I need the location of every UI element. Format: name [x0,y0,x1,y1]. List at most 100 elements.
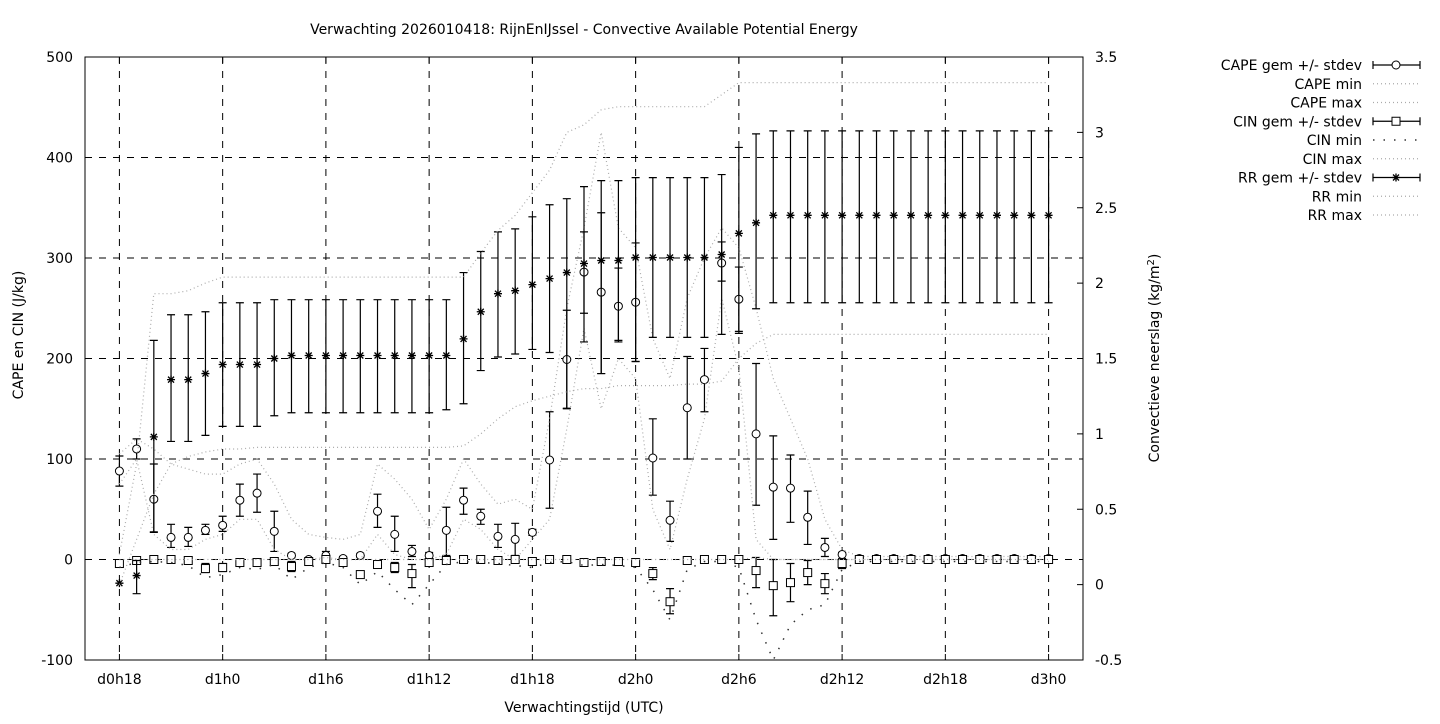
series-layer [114,81,1054,662]
star-marker-path [717,250,726,259]
error-bar [803,130,812,304]
square-marker [373,560,383,570]
legend-entry: RR gem +/- stdev [1238,171,1421,187]
star-marker-path [167,375,176,384]
error-bar [149,555,159,564]
error-bar [683,177,692,338]
star-marker [803,211,812,220]
error-bar [253,302,262,427]
star-marker-path [769,211,778,220]
star-marker-path [545,274,554,283]
star-marker [872,211,881,220]
star-marker-path [838,211,847,220]
legend-entry: CIN min [1307,133,1420,149]
circle-marker [510,534,520,544]
square-marker [940,555,950,564]
circle-marker [682,403,692,413]
circle-marker [803,512,813,522]
legend-label: CAPE max [1290,96,1362,112]
circle-marker [286,550,296,560]
star-marker [992,211,1001,220]
square-marker [355,570,365,580]
legend-entry: CAPE max [1290,96,1420,112]
square-marker [218,563,228,573]
series-cape-min [118,298,1049,561]
square-marker [596,557,606,567]
square-marker [527,557,537,567]
error-bar [699,555,709,564]
circle-marker [390,529,400,539]
star-marker-path [528,280,537,289]
error-bar [682,556,692,566]
y-tick-label: -100 [41,653,73,669]
x-tick-label: d2h6 [721,672,757,688]
circle-marker [269,526,279,536]
legend-entry: CIN max [1303,152,1420,168]
square-marker [631,558,641,568]
star-marker [321,351,330,360]
star-marker-path [734,229,743,238]
error-bar [218,302,227,427]
error-bar [459,487,469,515]
error-bar [752,133,761,310]
square-marker [699,555,709,564]
star-marker [958,211,967,220]
star-marker [631,253,640,262]
star-marker [924,211,933,220]
error-bar [115,579,124,588]
star-marker [235,360,244,369]
error-bar [820,572,830,595]
star-marker [717,250,726,259]
square-marker [321,555,331,564]
error-bar [493,231,502,358]
legend-label: RR max [1308,208,1362,224]
circle-marker [545,455,555,465]
star-marker [614,256,623,265]
star-marker [218,360,227,369]
square-marker [304,557,314,567]
y2-tick-label: 0.5 [1095,502,1117,518]
star-marker-path [321,351,330,360]
square-marker [390,563,400,573]
error-bar [940,555,950,564]
square-marker [717,555,727,564]
star-marker [683,253,692,262]
error-bar [785,562,795,603]
error-bar [390,515,400,553]
series-line [119,560,1049,662]
series-cin-max [119,556,1049,561]
star-marker-path [666,253,675,262]
star-marker-path [493,289,502,298]
square-marker [906,555,916,564]
star-marker-path [855,211,864,220]
star-marker [167,375,176,384]
star-marker-path [270,354,279,363]
circle-marker [820,542,830,552]
error-bar [648,418,658,496]
star-marker-path [459,334,468,343]
error-bar [304,299,313,414]
error-bar [442,299,451,411]
error-bar [666,177,675,338]
error-bar [286,560,296,573]
circle-marker [476,511,486,521]
y2-tick-label: 0 [1095,578,1104,594]
error-bar [424,558,434,568]
y2-tick-label: 2.5 [1095,201,1117,217]
error-bar [734,555,744,564]
star-marker-path [1027,211,1036,220]
star-marker-path [511,286,520,295]
y2-tick-label: 3.5 [1095,50,1117,66]
square-marker [338,558,348,568]
star-marker [820,211,829,220]
star-marker-path [803,211,812,220]
error-bar [613,557,623,567]
error-bar [149,339,158,533]
error-bar [872,130,881,304]
legend-label: CIN gem +/- stdev [1233,114,1362,130]
star-marker [666,253,675,262]
star-marker [253,360,262,369]
star-marker-path [476,307,485,316]
error-bar [373,560,383,570]
star-marker [184,375,193,384]
